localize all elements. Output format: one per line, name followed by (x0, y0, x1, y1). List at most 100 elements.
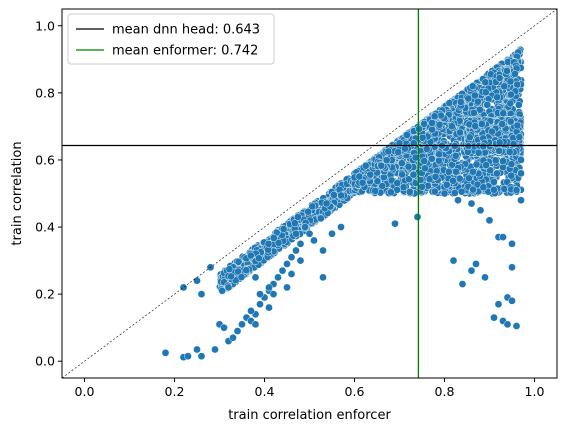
scatter-point (294, 213, 302, 221)
scatter-point (444, 168, 453, 176)
scatter-point (358, 178, 367, 187)
scatter-point (404, 162, 413, 171)
scatter-point (499, 233, 507, 241)
scatter-point (422, 145, 431, 153)
scatter-point (398, 159, 406, 168)
scatter-point (301, 223, 309, 231)
scatter-point (337, 223, 345, 231)
scatter-point (393, 179, 402, 187)
legend-label-dnn-head: mean dnn head: 0.643 (112, 23, 260, 38)
scatter-point (515, 133, 524, 141)
scatter-point (394, 148, 403, 157)
scatter-point (437, 111, 445, 120)
scatter-point (428, 125, 436, 134)
scatter-point (225, 265, 234, 273)
scatter-point (451, 151, 460, 160)
scatter-point (471, 122, 480, 130)
scatter-point (420, 157, 428, 165)
scatter-point (193, 345, 201, 354)
scatter-point (454, 196, 462, 205)
scatter-point (322, 199, 331, 208)
scatter-point (486, 166, 495, 175)
scatter-point (495, 74, 504, 82)
scatter-point (337, 191, 345, 200)
scatter-point (465, 133, 474, 142)
legend-box (67, 13, 275, 65)
scatter-point (179, 283, 188, 292)
scatter-point (494, 300, 503, 309)
scatter-point (420, 120, 428, 128)
y-tick-label: 0.0 (35, 354, 55, 369)
scatter-point (391, 219, 399, 228)
scatter-point (490, 185, 498, 194)
scatter-point (490, 178, 498, 186)
scatter-point (428, 119, 436, 127)
scatter-point (409, 170, 418, 179)
scatter-point (500, 82, 509, 91)
scatter-point (247, 307, 255, 315)
scatter-point (474, 97, 482, 106)
scatter-point (513, 121, 522, 130)
scatter-point (274, 238, 283, 247)
scatter-point (197, 352, 206, 361)
scatter-point (445, 99, 454, 107)
scatter-point (507, 171, 516, 180)
scatter-point (251, 320, 260, 329)
scatter-point (498, 120, 507, 128)
scatter-point (398, 170, 406, 179)
y-tick-label: 0.6 (35, 152, 55, 167)
scatter-point (269, 290, 278, 298)
scatter-point (430, 187, 439, 196)
scatter-point (440, 189, 449, 198)
y-tick-label: 0.4 (35, 220, 55, 235)
scatter-point (507, 90, 515, 99)
y-tick-label: 0.2 (35, 287, 55, 302)
scatter-point (305, 229, 314, 238)
x-tick-label: 0.0 (75, 384, 95, 399)
scatter-point (505, 148, 514, 156)
scatter-point (292, 229, 300, 238)
legend: mean dnn head: 0.643 mean enformer: 0.74… (67, 13, 275, 65)
scatter-point (481, 273, 489, 282)
scatter-point (503, 320, 512, 329)
scatter-point (411, 153, 420, 162)
scatter-point (161, 349, 170, 357)
scatter-point (265, 283, 273, 292)
scatter-point (467, 199, 476, 208)
scatter-point (283, 283, 291, 292)
scatter-point (387, 188, 395, 197)
scatter-point (296, 239, 305, 248)
scatter-point (449, 256, 458, 265)
points-layer (161, 45, 525, 362)
scatter-point (435, 150, 443, 159)
scatter-point (509, 140, 518, 148)
scatter-point (413, 213, 422, 221)
scatter-point (499, 109, 508, 118)
scatter-point (242, 266, 251, 275)
scatter-point (401, 144, 409, 153)
scatter-point (508, 239, 516, 248)
scatter-point (251, 273, 260, 282)
scatter-point (506, 99, 515, 108)
scatter-point (430, 112, 439, 121)
scatter-point (491, 156, 500, 165)
y-tick-label: 1.0 (35, 18, 55, 33)
scatter-point (512, 186, 521, 194)
scatter-point (442, 180, 451, 189)
scatter-point (493, 93, 501, 102)
scatter-point (296, 256, 305, 265)
scatter-point (308, 202, 317, 211)
scatter-point (456, 98, 465, 106)
scatter-point (304, 207, 313, 216)
scatter-point (316, 214, 325, 223)
scatter-point (377, 161, 386, 170)
scatter-point (269, 234, 278, 242)
scatter-point (458, 280, 467, 288)
scatter-point (508, 263, 516, 272)
scatter-point (224, 283, 233, 292)
scatter-point (265, 303, 273, 312)
scatter-point (274, 273, 282, 282)
scatter-point (457, 187, 466, 196)
scatter-point (256, 290, 264, 298)
